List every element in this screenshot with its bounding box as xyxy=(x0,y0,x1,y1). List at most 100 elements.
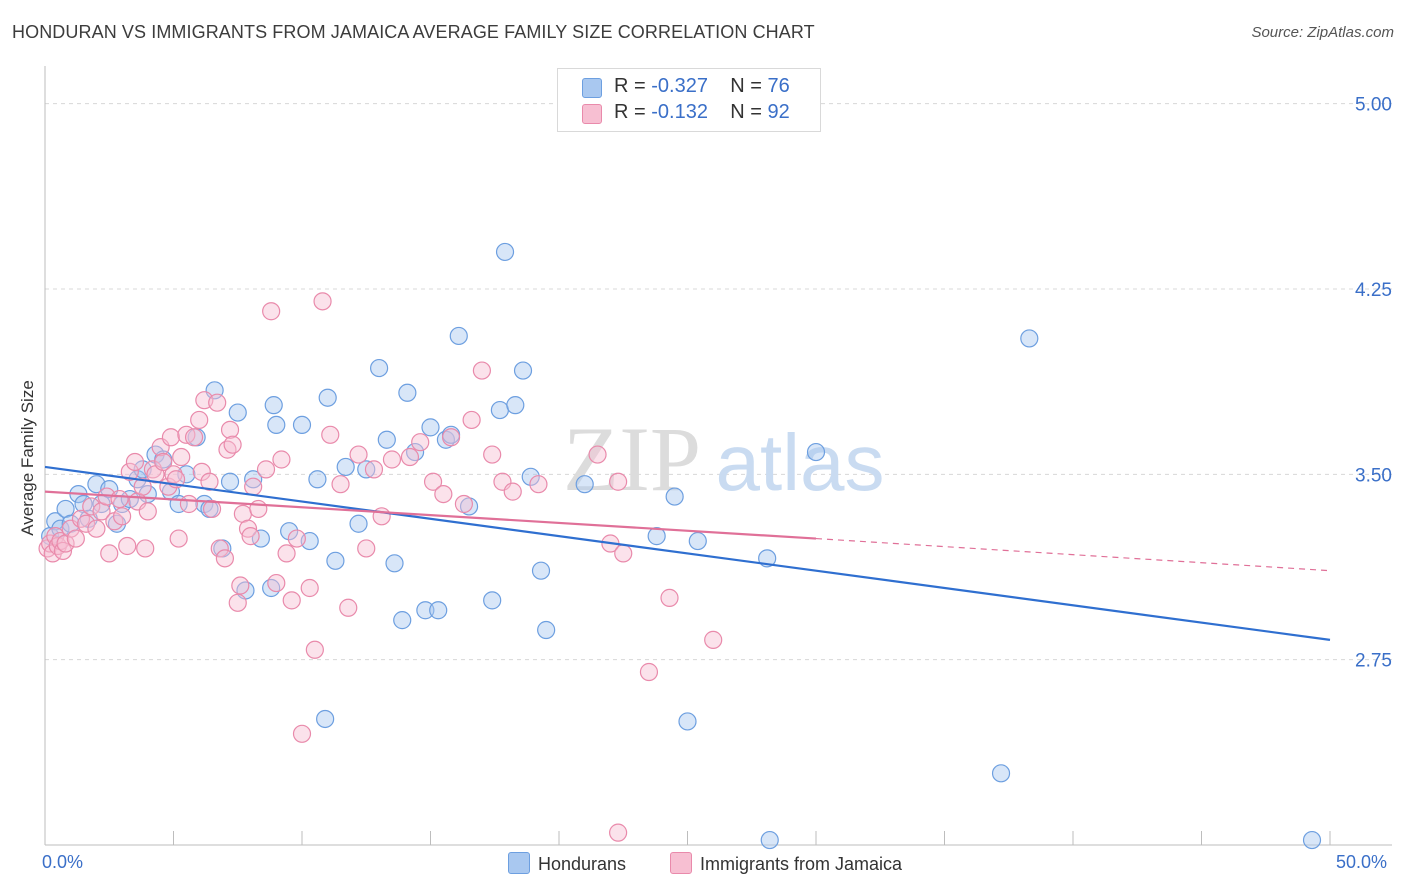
data-point xyxy=(202,499,222,519)
data-point xyxy=(339,598,358,617)
data-point xyxy=(660,588,679,607)
data-point xyxy=(256,460,276,479)
data-point xyxy=(210,539,229,558)
trend-line-jamaica xyxy=(44,490,817,540)
data-point xyxy=(215,549,234,568)
y-tick-labels: 5.00 4.25 3.50 2.75 xyxy=(1355,95,1392,672)
data-point xyxy=(200,472,219,491)
data-point xyxy=(423,472,443,491)
y-axis-title: Average Family Size xyxy=(18,380,37,536)
data-point xyxy=(228,403,247,422)
legend-swatch-jamaica xyxy=(582,104,602,124)
data-point xyxy=(161,428,181,447)
data-point xyxy=(506,396,525,415)
data-point xyxy=(357,539,376,558)
data-point xyxy=(244,470,263,489)
series-jamaica xyxy=(38,292,723,842)
data-point xyxy=(416,601,435,620)
bottom-legend-jamaica[interactable]: Immigrants from Jamaica xyxy=(670,852,902,875)
legend-r-value: -0.327 xyxy=(651,75,708,97)
bottom-legend-hondurans[interactable]: Hondurans xyxy=(508,852,626,875)
data-point xyxy=(377,430,396,449)
chart-title: HONDURAN VS IMMIGRANTS FROM JAMAICA AVER… xyxy=(12,22,815,42)
data-point xyxy=(521,467,540,486)
data-point xyxy=(326,551,345,570)
legend-swatch-hondurans xyxy=(582,78,602,98)
data-point xyxy=(434,484,453,504)
data-point xyxy=(244,477,263,496)
data-point xyxy=(292,415,312,435)
data-point xyxy=(87,519,106,538)
data-point xyxy=(77,514,96,533)
data-point xyxy=(364,460,384,479)
data-point xyxy=(411,433,430,452)
data-point xyxy=(282,591,301,610)
series-hondurans xyxy=(41,242,1322,850)
data-point xyxy=(370,358,389,378)
data-point xyxy=(1020,329,1039,348)
data-point xyxy=(588,445,607,464)
data-point xyxy=(454,494,474,514)
legend-label: Hondurans xyxy=(538,854,627,874)
watermark: ZIP atlas xyxy=(563,408,884,510)
data-point xyxy=(678,712,697,731)
legend-swatch-hondurans xyxy=(508,852,530,874)
data-points xyxy=(38,242,1322,850)
data-point xyxy=(321,425,340,444)
y-tick-label: 4.25 xyxy=(1355,280,1392,301)
data-point xyxy=(136,539,155,558)
data-point xyxy=(287,529,306,548)
data-point xyxy=(331,475,350,494)
data-point xyxy=(639,662,659,682)
data-point xyxy=(192,462,211,481)
data-point xyxy=(272,450,291,469)
data-point xyxy=(513,361,533,380)
data-point xyxy=(318,388,337,407)
data-point xyxy=(398,383,417,402)
grid-lines xyxy=(45,103,1392,661)
data-point xyxy=(133,477,152,496)
legend-label: Immigrants from Jamaica xyxy=(700,854,903,874)
data-point xyxy=(169,529,188,548)
data-point xyxy=(118,536,137,556)
data-point xyxy=(614,544,633,563)
data-point xyxy=(280,522,299,541)
data-point xyxy=(208,393,227,412)
trend-line-hondurans xyxy=(44,465,1331,641)
data-point xyxy=(665,487,684,506)
data-point xyxy=(220,420,240,439)
data-point xyxy=(190,410,209,430)
data-point xyxy=(110,489,129,509)
legend-r-label: R = xyxy=(614,75,646,97)
data-point xyxy=(575,475,594,494)
data-point xyxy=(138,502,157,521)
data-point xyxy=(531,561,551,580)
data-point xyxy=(393,611,412,630)
data-point xyxy=(262,578,281,598)
data-point xyxy=(220,472,240,491)
data-point xyxy=(305,640,324,659)
data-point xyxy=(82,497,101,516)
data-point xyxy=(472,361,491,380)
data-point xyxy=(704,630,723,649)
data-point xyxy=(120,462,139,481)
data-point xyxy=(264,396,283,415)
data-point xyxy=(100,544,119,563)
data-point xyxy=(218,440,237,459)
data-point xyxy=(441,428,461,447)
data-point xyxy=(349,445,368,464)
data-point xyxy=(449,326,468,346)
data-point xyxy=(349,514,368,533)
data-point xyxy=(495,242,515,262)
data-point xyxy=(66,529,85,548)
data-point xyxy=(382,450,402,469)
data-point xyxy=(262,302,281,321)
data-point xyxy=(991,764,1011,783)
data-point xyxy=(400,447,420,467)
x-tick-label-max: 50.0% xyxy=(1336,852,1388,872)
y-tick-label: 5.00 xyxy=(1355,95,1392,116)
data-point xyxy=(609,823,628,842)
x-tick-label-min: 0.0% xyxy=(42,852,84,872)
legend-n-value: 92 xyxy=(767,101,790,123)
